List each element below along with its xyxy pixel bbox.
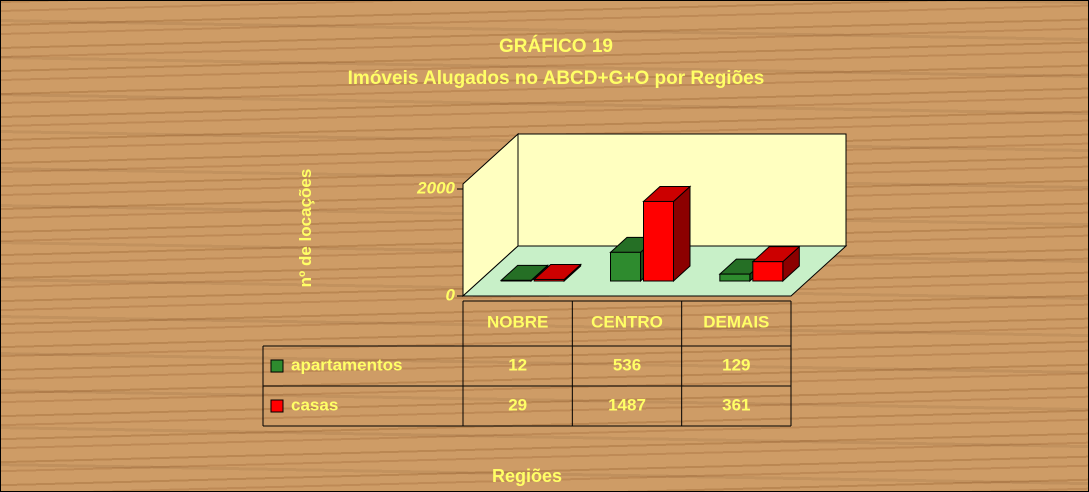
legend-swatch <box>270 359 284 373</box>
chart-title: GRÁFICO 19 <box>499 35 613 57</box>
table-value: 536 <box>613 355 641 374</box>
bar <box>719 273 751 282</box>
x-axis-label: Regiões <box>492 466 562 486</box>
table-header: NOBRE <box>487 312 548 331</box>
chart-subtitle: Imóveis Alugados no ABCD+G+O por Regiões <box>348 68 765 89</box>
legend-label: casas <box>291 395 338 414</box>
bar <box>643 200 674 282</box>
bar <box>610 251 641 282</box>
table-header: CENTRO <box>591 312 663 331</box>
table-value: 12 <box>508 355 527 374</box>
y-tick-label: 2000 <box>416 178 455 197</box>
legend-label: apartamentos <box>291 355 402 374</box>
y-tick-label: 0 <box>446 285 456 304</box>
legend-swatch <box>270 399 284 413</box>
table-value: 129 <box>722 355 750 374</box>
bar <box>500 279 532 282</box>
table-header: DEMAIS <box>703 312 769 331</box>
table-value: 361 <box>722 395 750 414</box>
bar <box>533 278 565 282</box>
bar-side <box>673 185 691 283</box>
bar <box>752 261 784 282</box>
y-axis-label: nº de locações <box>296 168 315 288</box>
table-value: 29 <box>508 395 527 414</box>
table-value: 1487 <box>608 395 646 414</box>
